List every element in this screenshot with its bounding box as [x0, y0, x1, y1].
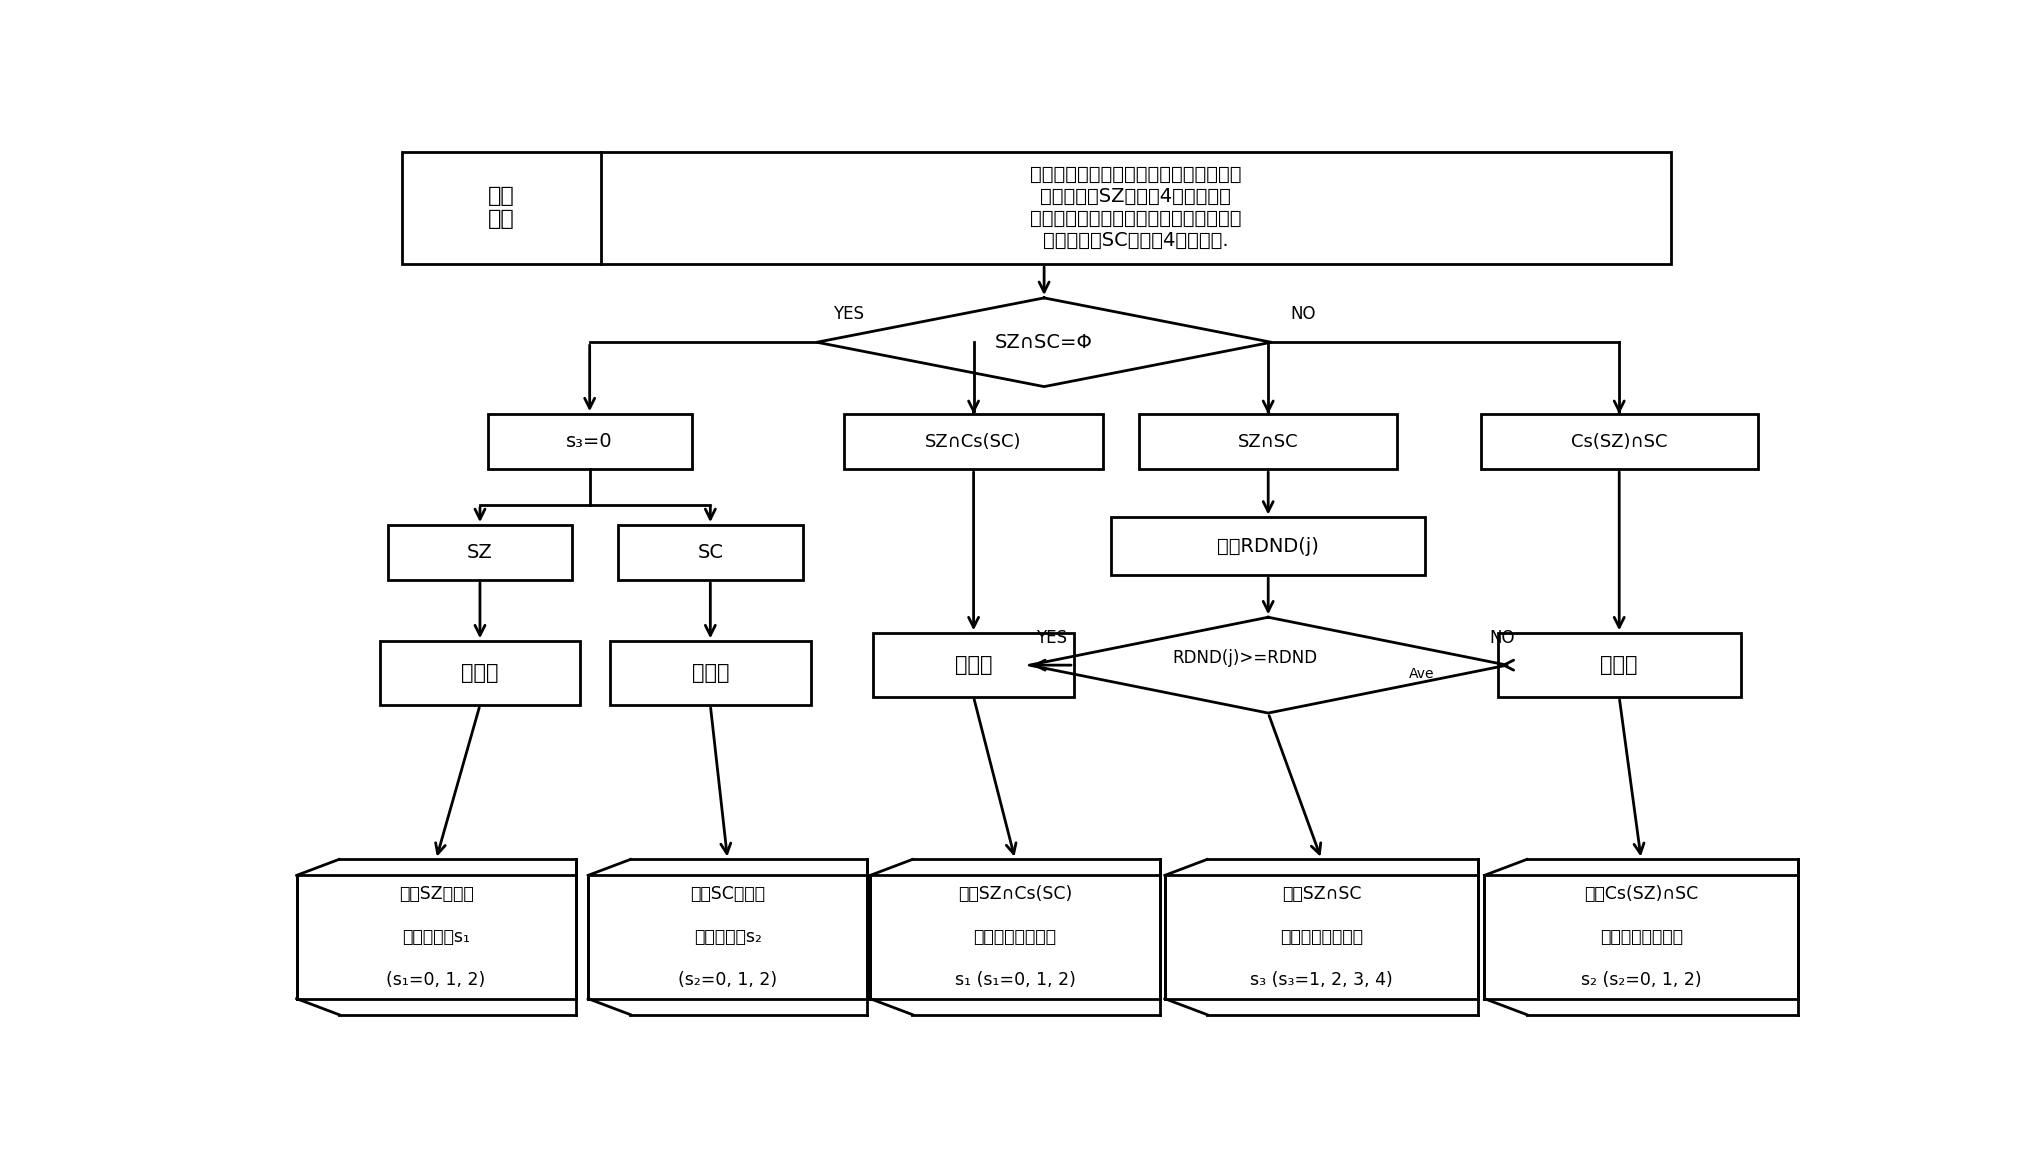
Bar [874, 634, 1074, 697]
Bar [845, 414, 1102, 469]
Bar [1138, 414, 1397, 469]
Text: YES: YES [1035, 629, 1068, 647]
Text: 标记SC中相同: 标记SC中相同 [690, 886, 764, 903]
Text: RDND(j)>=RDND: RDND(j)>=RDND [1173, 649, 1316, 667]
Text: 中相同样品的个数: 中相同样品的个数 [975, 929, 1058, 946]
Bar [1498, 634, 1741, 697]
Text: (s₂=0, 1, 2): (s₂=0, 1, 2) [677, 971, 776, 988]
Text: 计算RDND(j): 计算RDND(j) [1217, 537, 1318, 555]
Text: 标记SZ∩Cs(SC): 标记SZ∩Cs(SC) [958, 886, 1072, 903]
Bar [402, 152, 1670, 264]
Text: 标记SZ∩SC: 标记SZ∩SC [1282, 886, 1361, 903]
Text: 预测集: 预测集 [692, 664, 730, 683]
Text: NO: NO [1290, 305, 1316, 323]
Polygon shape [817, 298, 1272, 387]
Text: 样品的个数s₁: 样品的个数s₁ [402, 929, 469, 946]
Bar [297, 876, 576, 999]
Text: 预测集: 预测集 [1601, 655, 1638, 675]
Text: 具有化学值和吸光度的最大最小值的样品
集合，记为SZ（包含4个样品）；
具有化学值和吸光度的次大次小值的样品
集合，记为SC（包含4个样品）.: 具有化学值和吸光度的最大最小值的样品 集合，记为SZ（包含4个样品）； 具有化学… [1029, 166, 1242, 250]
Text: s₁ (s₁=0, 1, 2): s₁ (s₁=0, 1, 2) [954, 971, 1076, 988]
Text: 中相同样品的个数: 中相同样品的个数 [1280, 929, 1363, 946]
Text: 标记SZ中相同: 标记SZ中相同 [398, 886, 473, 903]
Text: SZ: SZ [467, 543, 493, 562]
Text: (s₁=0, 1, 2): (s₁=0, 1, 2) [386, 971, 485, 988]
Text: 定标集: 定标集 [461, 664, 499, 683]
Text: SZ∩SC: SZ∩SC [1237, 433, 1298, 450]
Bar [1165, 876, 1478, 999]
Bar [619, 525, 803, 579]
Text: 定标集: 定标集 [954, 655, 993, 675]
Bar [388, 525, 572, 579]
Bar [487, 414, 692, 469]
Bar [611, 642, 811, 705]
Text: s₃=0: s₃=0 [566, 432, 613, 452]
Polygon shape [1029, 617, 1506, 713]
Text: SZ∩SC=Φ: SZ∩SC=Φ [995, 333, 1094, 351]
Text: s₂ (s₂=0, 1, 2): s₂ (s₂=0, 1, 2) [1581, 971, 1701, 988]
Text: NO: NO [1490, 629, 1514, 647]
Text: 挑选
样品: 挑选 样品 [487, 187, 514, 229]
Text: 标记Cs(SZ)∩SC: 标记Cs(SZ)∩SC [1583, 886, 1698, 903]
Bar [1112, 517, 1426, 575]
Bar [380, 642, 580, 705]
Text: YES: YES [833, 305, 863, 323]
Text: SZ∩Cs(SC): SZ∩Cs(SC) [926, 433, 1021, 450]
Text: s₃ (s₃=1, 2, 3, 4): s₃ (s₃=1, 2, 3, 4) [1250, 971, 1393, 988]
Text: Ave: Ave [1409, 667, 1436, 681]
Text: 中相同样品的个数: 中相同样品的个数 [1599, 929, 1682, 946]
Bar [1484, 876, 1798, 999]
Text: 样品的个数s₂: 样品的个数s₂ [694, 929, 762, 946]
Text: Cs(SZ)∩SC: Cs(SZ)∩SC [1571, 433, 1668, 450]
Text: SC: SC [698, 543, 724, 562]
Bar [588, 876, 867, 999]
Bar [1480, 414, 1757, 469]
Bar [869, 876, 1161, 999]
